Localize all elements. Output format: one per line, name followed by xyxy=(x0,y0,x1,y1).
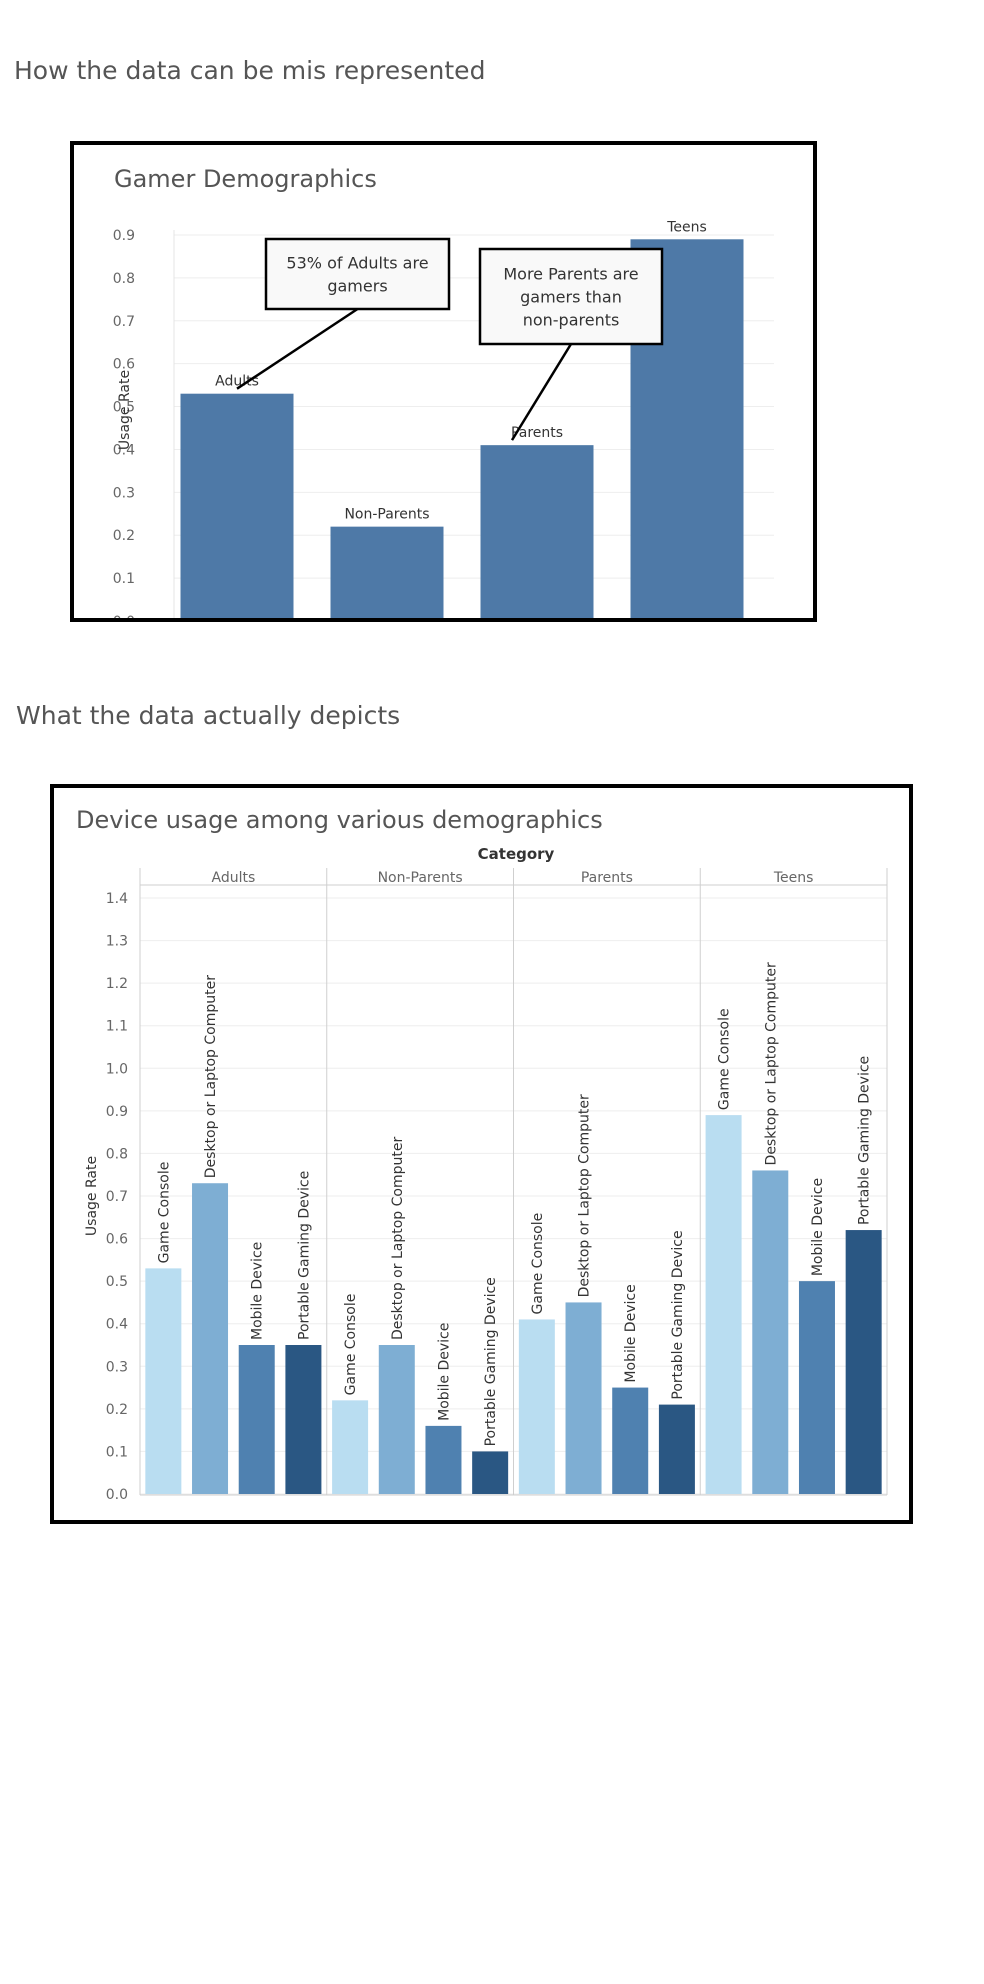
bar-label-mobile-device: Mobile Device xyxy=(436,1323,452,1421)
bar-non-parents-portable-gaming-device xyxy=(472,1451,509,1494)
y-tick-label: 0.1 xyxy=(113,571,135,587)
y-tick-label: 1.3 xyxy=(106,934,128,950)
y-tick-label: 0.9 xyxy=(106,1104,128,1120)
bar-adults-desktop-or-laptop-computer xyxy=(192,1183,229,1494)
bar-parents-mobile-device xyxy=(612,1387,649,1494)
bar-label-non-parents: Non-Parents xyxy=(344,507,429,523)
annotation-1: 53% of Adults are gamers xyxy=(236,237,451,390)
panel-header-teens: Teens xyxy=(773,870,814,886)
annotation-text: More Parents are xyxy=(503,265,638,284)
bar-label-desktop-or-laptop-computer: Desktop or Laptop Computer xyxy=(390,1137,406,1340)
bar-label-game-console: Game Console xyxy=(343,1294,359,1396)
bar-label-desktop-or-laptop-computer: Desktop or Laptop Computer xyxy=(203,975,219,1178)
y-tick-label: 0.6 xyxy=(113,357,135,373)
y-tick-label: 0.0 xyxy=(113,614,135,618)
bar-label-mobile-device: Mobile Device xyxy=(250,1242,266,1340)
bar-label-portable-gaming-device: Portable Gaming Device xyxy=(296,1171,312,1340)
annotation-text: gamers xyxy=(327,277,387,296)
y-tick-label: 0.4 xyxy=(106,1317,128,1333)
y-tick-label: 0.5 xyxy=(106,1274,128,1290)
bar-label-mobile-device: Mobile Device xyxy=(810,1178,826,1276)
annotation-box xyxy=(264,237,451,311)
y-tick-label: 0.8 xyxy=(106,1146,128,1162)
bar-label-portable-gaming-device: Portable Gaming Device xyxy=(483,1277,499,1446)
annotation-text: 53% of Adults are xyxy=(286,254,428,273)
chart-title: Device usage among various demographics xyxy=(76,806,603,834)
section-heading-actual: What the data actually depicts xyxy=(16,701,401,730)
bar-parents-desktop-or-laptop-computer xyxy=(565,1302,602,1494)
y-axis-label: Usage Rate xyxy=(84,1156,100,1236)
y-tick-label: 0.4 xyxy=(113,442,135,458)
annotation-text: gamers than xyxy=(520,288,622,307)
y-tick-label: 1.0 xyxy=(106,1061,128,1077)
annotation-box xyxy=(478,247,664,346)
bar-label-parents: Parents xyxy=(511,425,563,441)
bar-adults-mobile-device xyxy=(238,1345,275,1494)
y-tick-label: 0.3 xyxy=(106,1359,128,1375)
bar-non-parents-game-console xyxy=(332,1400,369,1494)
bar-label-mobile-device: Mobile Device xyxy=(623,1284,639,1382)
gamer-demographics-chart: 0.0 0.1 0.2 0.3 0.4 0.5 0.6 0.7 0.8 0.9 Adults Non… xyxy=(113,165,774,630)
bar-label-desktop-or-laptop-computer: Desktop or Laptop Computer xyxy=(763,962,779,1165)
bar-label-portable-gaming-device: Portable Gaming Device xyxy=(857,1056,873,1225)
y-tick-label: 0.8 xyxy=(113,271,135,287)
bar-teens-game-console xyxy=(705,1115,742,1494)
panel-header-adults: Adults xyxy=(211,870,255,886)
bar-non-parents xyxy=(330,526,444,621)
device-usage-chart-frame: Adults Non-Parents Parents Teens 0.0 0.1 0.2 0… xyxy=(50,784,913,1524)
bar-label-game-console: Game Console xyxy=(530,1213,546,1315)
bar-parents-game-console xyxy=(518,1319,555,1494)
y-tick-label: 0.3 xyxy=(113,485,135,501)
bar-label-desktop-or-laptop-computer: Desktop or Laptop Computer xyxy=(577,1094,593,1297)
y-tick-label: 0.6 xyxy=(106,1232,128,1248)
panel-header-parents: Parents xyxy=(581,870,633,886)
y-tick-label: 0.7 xyxy=(113,314,135,330)
annotation-pointer xyxy=(236,307,359,390)
section-heading-misrepresented: How the data can be mis represented xyxy=(14,56,486,85)
panel-header-non-parents: Non-Parents xyxy=(378,870,463,886)
bar-adults xyxy=(180,393,294,621)
bar-non-parents-mobile-device xyxy=(425,1425,462,1494)
bar-label-portable-gaming-device: Portable Gaming Device xyxy=(670,1230,686,1399)
y-tick-label: 1.1 xyxy=(106,1019,128,1035)
y-tick-label: 0.5 xyxy=(113,400,135,416)
chart-title: Gamer Demographics xyxy=(114,165,377,193)
annotation-2: More Parents are gamers than non-parents xyxy=(478,247,664,441)
y-axis-label: Usage Rate xyxy=(117,370,133,450)
gamer-demographics-chart-frame: 0.0 0.1 0.2 0.3 0.4 0.5 0.6 0.7 0.8 0.9 Adults Non… xyxy=(70,141,817,630)
bar-label-adults: Adults xyxy=(215,374,259,390)
bar-label-game-console: Game Console xyxy=(156,1162,172,1264)
bar-parents xyxy=(480,445,594,621)
y-tick-label: 0.1 xyxy=(106,1444,128,1460)
y-tick-label: 0.9 xyxy=(113,228,135,244)
device-usage-chart: Adults Non-Parents Parents Teens 0.0 0.1 0.2 0… xyxy=(76,806,888,1503)
annotation-pointer xyxy=(510,343,573,441)
x-axis-label: Category xyxy=(478,845,555,863)
y-tick-label: 1.2 xyxy=(106,976,128,992)
annotation-text: non-parents xyxy=(523,311,620,330)
bar-adults-game-console xyxy=(145,1268,182,1494)
y-tick-label: 0.2 xyxy=(113,528,135,544)
bar-teens-desktop-or-laptop-computer xyxy=(752,1170,789,1494)
bar-parents-portable-gaming-device xyxy=(658,1404,695,1494)
bar-adults-portable-gaming-device xyxy=(285,1345,322,1494)
bar-teens-portable-gaming-device xyxy=(845,1230,882,1494)
bar-label-teens: Teens xyxy=(666,219,707,235)
y-tick-label: 1.4 xyxy=(106,891,128,907)
y-tick-label: 0.2 xyxy=(106,1402,128,1418)
y-tick-label: 0.0 xyxy=(106,1487,128,1503)
bar-label-game-console: Game Console xyxy=(717,1008,733,1110)
bar-non-parents-desktop-or-laptop-computer xyxy=(378,1345,415,1494)
y-tick-label: 0.7 xyxy=(106,1189,128,1205)
bar-teens-mobile-device xyxy=(798,1281,835,1494)
